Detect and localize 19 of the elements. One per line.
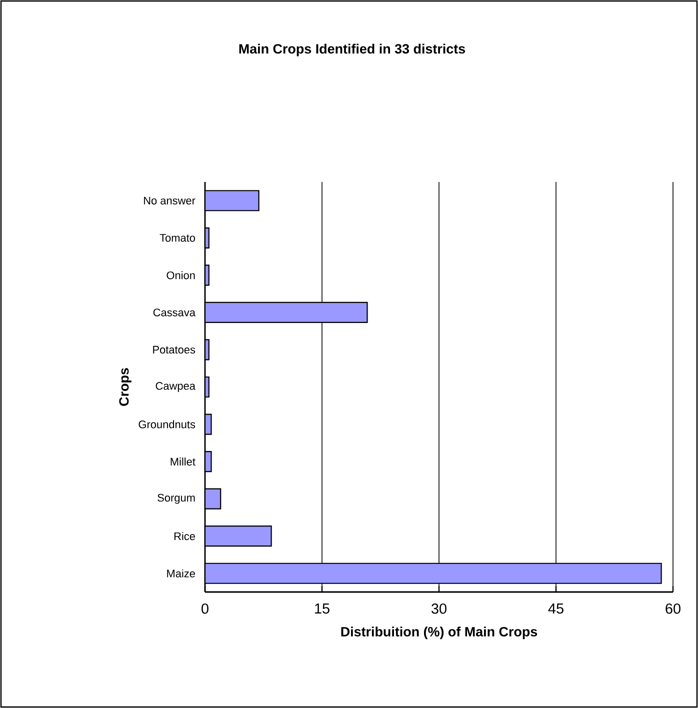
y-tick-label: No answer [144, 196, 196, 204]
y-tick-label: Maize [167, 569, 195, 578]
chart-title: Main Crops Identified in 33 districts [239, 44, 466, 56]
x-tick-label: 30 [432, 604, 446, 614]
y-tick-label: Cawpea [156, 382, 196, 392]
y-tick-label: Millet [170, 458, 196, 466]
y-tick-label: Onion [166, 271, 195, 280]
x-tick-label: 60 [666, 604, 680, 614]
x-tick-label: 15 [315, 604, 330, 614]
y-tick-label: Sorgum [158, 494, 195, 504]
y-tick-label: Tomato [160, 234, 196, 242]
y-tick-label: Rice [174, 532, 195, 540]
y-tick-label: Groundnuts [138, 420, 196, 428]
x-tick-label: 0 [202, 604, 208, 614]
y-tick-label: Potatoes [153, 346, 196, 354]
x-axis-title: Distribuition (%) of Main Crops [341, 626, 538, 640]
y-axis-title: Crops [119, 368, 132, 406]
x-tick-label: 45 [548, 604, 564, 614]
y-tick-label: Cassava [153, 308, 196, 316]
